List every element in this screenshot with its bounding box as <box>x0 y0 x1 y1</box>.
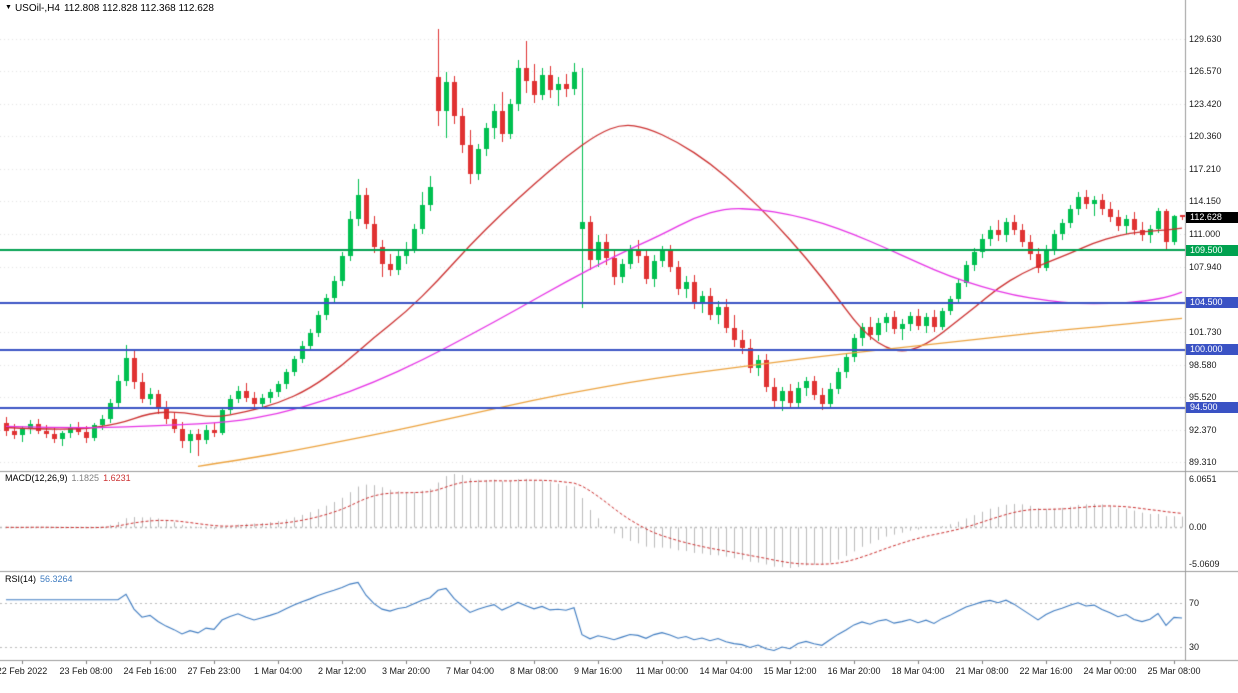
collapse-chart-icon[interactable]: ▼ <box>5 4 12 11</box>
